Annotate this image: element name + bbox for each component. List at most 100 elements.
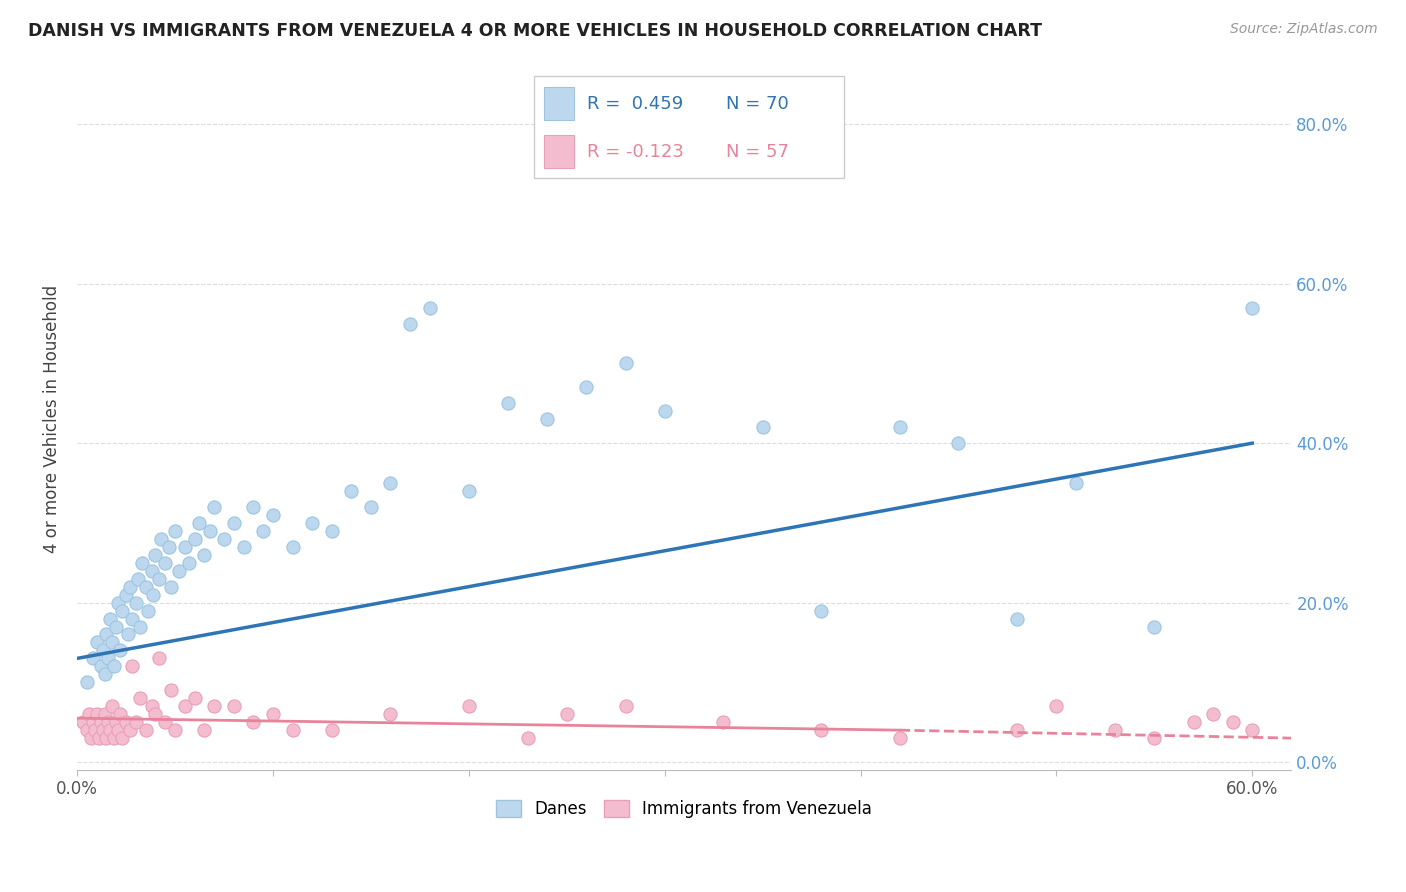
Point — [810, 723, 832, 738]
Point — [103, 659, 125, 673]
Point — [103, 731, 125, 745]
Point — [1007, 723, 1029, 738]
Point — [105, 619, 128, 633]
Point — [167, 564, 190, 578]
Point — [340, 483, 363, 498]
Point — [91, 643, 114, 657]
Point — [111, 731, 134, 745]
Point — [321, 723, 343, 738]
Point — [1241, 301, 1264, 315]
Point — [1143, 731, 1166, 745]
Point — [183, 691, 205, 706]
FancyBboxPatch shape — [544, 136, 575, 168]
Point — [121, 611, 143, 625]
Point — [360, 500, 382, 514]
Point — [1222, 715, 1244, 730]
Point — [157, 540, 180, 554]
Point — [262, 508, 284, 522]
Point — [232, 540, 254, 554]
Point — [108, 643, 131, 657]
Point — [889, 731, 911, 745]
FancyBboxPatch shape — [544, 87, 575, 120]
Point — [142, 588, 165, 602]
Point — [83, 723, 105, 738]
Text: Source: ZipAtlas.com: Source: ZipAtlas.com — [1230, 22, 1378, 37]
Point — [301, 516, 323, 530]
Point — [516, 731, 538, 745]
Point — [155, 715, 177, 730]
Point — [125, 596, 148, 610]
Point — [193, 723, 215, 738]
Point — [100, 723, 122, 738]
Point — [117, 627, 139, 641]
Point — [1064, 476, 1087, 491]
Point — [96, 627, 118, 641]
Point — [118, 580, 141, 594]
Point — [1143, 619, 1166, 633]
Point — [131, 556, 153, 570]
Point — [76, 675, 98, 690]
Point — [145, 707, 167, 722]
Point — [173, 540, 195, 554]
Point — [496, 396, 519, 410]
Point — [614, 699, 637, 714]
Point — [1007, 611, 1029, 625]
Point — [115, 715, 138, 730]
Point — [135, 723, 157, 738]
Point — [948, 436, 970, 450]
Point — [107, 723, 129, 738]
Point — [148, 572, 170, 586]
Point — [187, 516, 209, 530]
Point — [90, 715, 112, 730]
FancyBboxPatch shape — [534, 76, 844, 178]
Point — [751, 420, 773, 434]
Point — [555, 707, 578, 722]
Point — [160, 580, 183, 594]
Point — [107, 596, 129, 610]
Text: DANISH VS IMMIGRANTS FROM VENEZUELA 4 OR MORE VEHICLES IN HOUSEHOLD CORRELATION : DANISH VS IMMIGRANTS FROM VENEZUELA 4 OR… — [28, 22, 1042, 40]
Point — [93, 707, 115, 722]
Point — [889, 420, 911, 434]
Point — [93, 667, 115, 681]
Text: N = 57: N = 57 — [725, 143, 789, 161]
Point — [141, 699, 163, 714]
Point — [1182, 715, 1205, 730]
Point — [810, 603, 832, 617]
Point — [97, 651, 120, 665]
Text: R = -0.123: R = -0.123 — [586, 143, 683, 161]
Point — [91, 723, 114, 738]
Point — [654, 404, 676, 418]
Point — [163, 524, 186, 538]
Point — [118, 723, 141, 738]
Text: R =  0.459: R = 0.459 — [586, 95, 683, 112]
Point — [193, 548, 215, 562]
Point — [141, 564, 163, 578]
Point — [252, 524, 274, 538]
Point — [72, 715, 94, 730]
Point — [222, 699, 245, 714]
Point — [242, 500, 264, 514]
Point — [281, 540, 304, 554]
Point — [183, 532, 205, 546]
Point — [155, 556, 177, 570]
Point — [121, 659, 143, 673]
Point — [177, 556, 200, 570]
Point — [105, 715, 128, 730]
Point — [173, 699, 195, 714]
Point — [614, 356, 637, 370]
Text: N = 70: N = 70 — [725, 95, 789, 112]
Point — [96, 731, 118, 745]
Point — [108, 707, 131, 722]
Point — [281, 723, 304, 738]
Point — [380, 707, 402, 722]
Point — [713, 715, 735, 730]
Point — [77, 707, 100, 722]
Point — [1104, 723, 1126, 738]
Point — [160, 683, 183, 698]
Point — [1045, 699, 1067, 714]
Point — [82, 715, 104, 730]
Point — [86, 707, 108, 722]
Point — [242, 715, 264, 730]
Point — [136, 603, 159, 617]
Point — [202, 699, 225, 714]
